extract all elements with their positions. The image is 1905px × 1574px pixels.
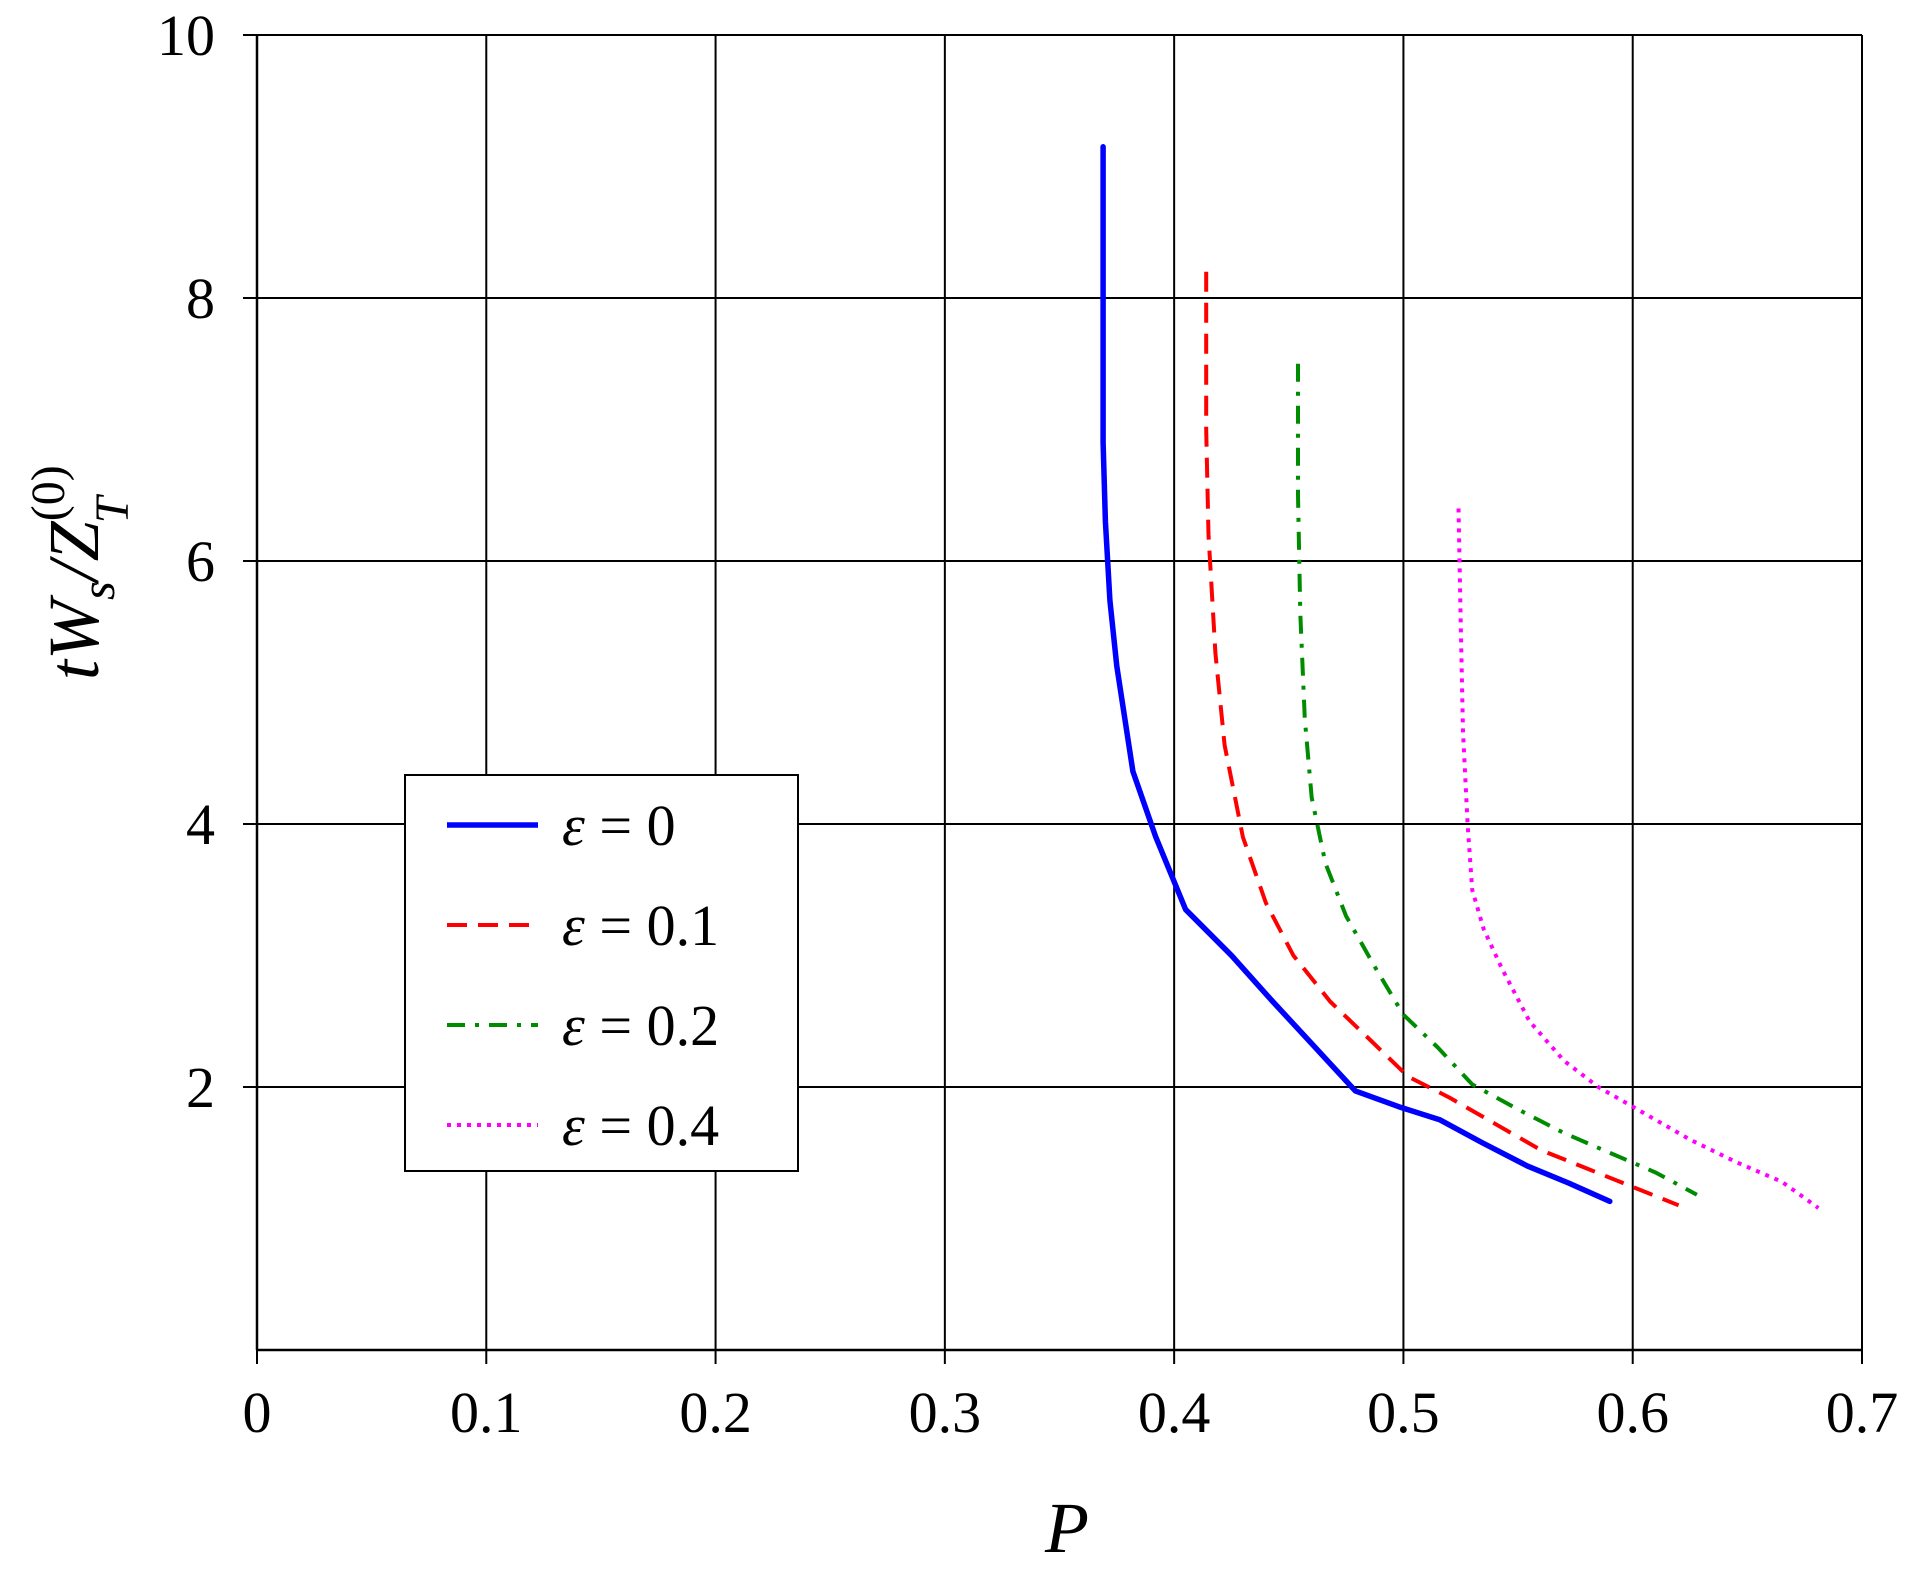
legend-label-1: ε = 0.1	[562, 893, 719, 958]
legend-label-value-2: = 0.2	[585, 993, 719, 1058]
tick-labels: 0 0.1 0.2 0.3 0.4 0.5 0.6 0.7 2 4 6 8 10	[157, 3, 1898, 1445]
y-tick-label-3: 8	[186, 266, 215, 331]
x-tick-label-1: 0.1	[450, 1380, 523, 1445]
legend-label-value-1: = 0.1	[585, 893, 719, 958]
series-line-2	[1296, 363, 1698, 1197]
legend-label-symbol-3: ε	[562, 1093, 585, 1158]
x-tick-label-6: 0.6	[1596, 1380, 1669, 1445]
legend-box	[404, 774, 799, 1172]
legend-label-value-0: = 0	[585, 793, 676, 858]
y-axis-label-mid: /Z	[34, 520, 114, 585]
legend-label-symbol-1: ε	[562, 893, 585, 958]
legend-label-0: ε = 0	[562, 793, 676, 858]
legend-label-symbol-2: ε	[562, 993, 585, 1058]
y-axis-label-main: tW	[34, 594, 114, 680]
x-axis-label: P	[1044, 1488, 1089, 1568]
x-tick-label-5: 0.5	[1367, 1380, 1440, 1445]
y-axis-label-sup: (0)	[22, 465, 75, 521]
x-tick-label-2: 0.2	[679, 1380, 752, 1445]
legend-label-value-3: = 0.4	[585, 1093, 719, 1158]
y-axis-label-sub1: s	[72, 581, 125, 600]
series-lines	[1100, 144, 1820, 1210]
y-tick-label-1: 4	[186, 792, 215, 857]
x-tick-label-0: 0	[243, 1380, 272, 1445]
grid	[257, 34, 1863, 1350]
axes	[243, 34, 1863, 1364]
y-tick-label-0: 2	[186, 1055, 215, 1120]
series-line-3	[1456, 508, 1820, 1210]
legend: ε = 0ε = 0.1ε = 0.2ε = 0.4	[404, 774, 799, 1172]
series-line-1	[1204, 271, 1680, 1208]
y-axis-label-sub2: T	[86, 493, 139, 523]
x-tick-label-4: 0.4	[1138, 1380, 1211, 1445]
legend-label-3: ε = 0.4	[562, 1093, 719, 1158]
y-tick-label-2: 6	[186, 529, 215, 594]
y-axis-label: tWs/Z(0) T	[22, 465, 139, 680]
y-tick-label-4: 10	[157, 3, 215, 68]
legend-label-2: ε = 0.2	[562, 993, 719, 1058]
x-tick-label-7: 0.7	[1826, 1380, 1899, 1445]
series-line-0	[1100, 144, 1613, 1205]
x-tick-label-3: 0.3	[909, 1380, 982, 1445]
legend-label-symbol-0: ε	[562, 793, 585, 858]
